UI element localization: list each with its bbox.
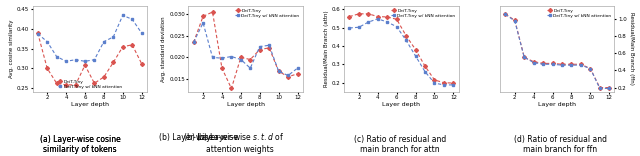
Legend: DeiT-Tiny, DeiT-Tiny w/ kNN attention: DeiT-Tiny, DeiT-Tiny w/ kNN attention bbox=[234, 8, 300, 18]
X-axis label: Layer depth: Layer depth bbox=[70, 102, 109, 107]
Text: (d) Ratio of residual and
main branch for ffn: (d) Ratio of residual and main branch fo… bbox=[513, 135, 607, 154]
Text: (b) Layer-wise: (b) Layer-wise bbox=[159, 133, 215, 142]
Text: (a) Layer-wise cosine
similarity of tokens: (a) Layer-wise cosine similarity of toke… bbox=[40, 135, 120, 154]
Y-axis label: Avg. cosine similarity: Avg. cosine similarity bbox=[9, 20, 14, 78]
Text: (b) Layer-wise $\it{s.t.d}$ of
attention weights: (b) Layer-wise $\it{s.t.d}$ of attention… bbox=[196, 131, 284, 154]
Legend: DeiT-Tiny, DeiT-Tiny w/ kNN attention: DeiT-Tiny, DeiT-Tiny w/ kNN attention bbox=[546, 8, 612, 18]
Y-axis label: Avg. standard deviation: Avg. standard deviation bbox=[161, 16, 166, 82]
Text: (b) Layer-wise: (b) Layer-wise bbox=[184, 133, 240, 142]
Legend: DeiT-Tiny, DeiT-Tiny w/ kNN attention: DeiT-Tiny, DeiT-Tiny w/ kNN attention bbox=[56, 79, 123, 90]
Y-axis label: Residual/Main Branch (ffn): Residual/Main Branch (ffn) bbox=[630, 12, 634, 85]
Text: (a) Layer-wise cosine
similarity of tokens: (a) Layer-wise cosine similarity of toke… bbox=[40, 135, 120, 154]
X-axis label: Layer depth: Layer depth bbox=[538, 102, 576, 107]
X-axis label: Layer depth: Layer depth bbox=[227, 102, 264, 107]
X-axis label: Layer depth: Layer depth bbox=[383, 102, 420, 107]
Y-axis label: Residual/Main Branch (attn): Residual/Main Branch (attn) bbox=[324, 10, 330, 87]
Text: (c) Ratio of residual and
main branch for attn: (c) Ratio of residual and main branch fo… bbox=[354, 135, 446, 154]
Legend: DeiT-Tiny, DeiT-Tiny w/ kNN attention: DeiT-Tiny, DeiT-Tiny w/ kNN attention bbox=[390, 8, 456, 18]
